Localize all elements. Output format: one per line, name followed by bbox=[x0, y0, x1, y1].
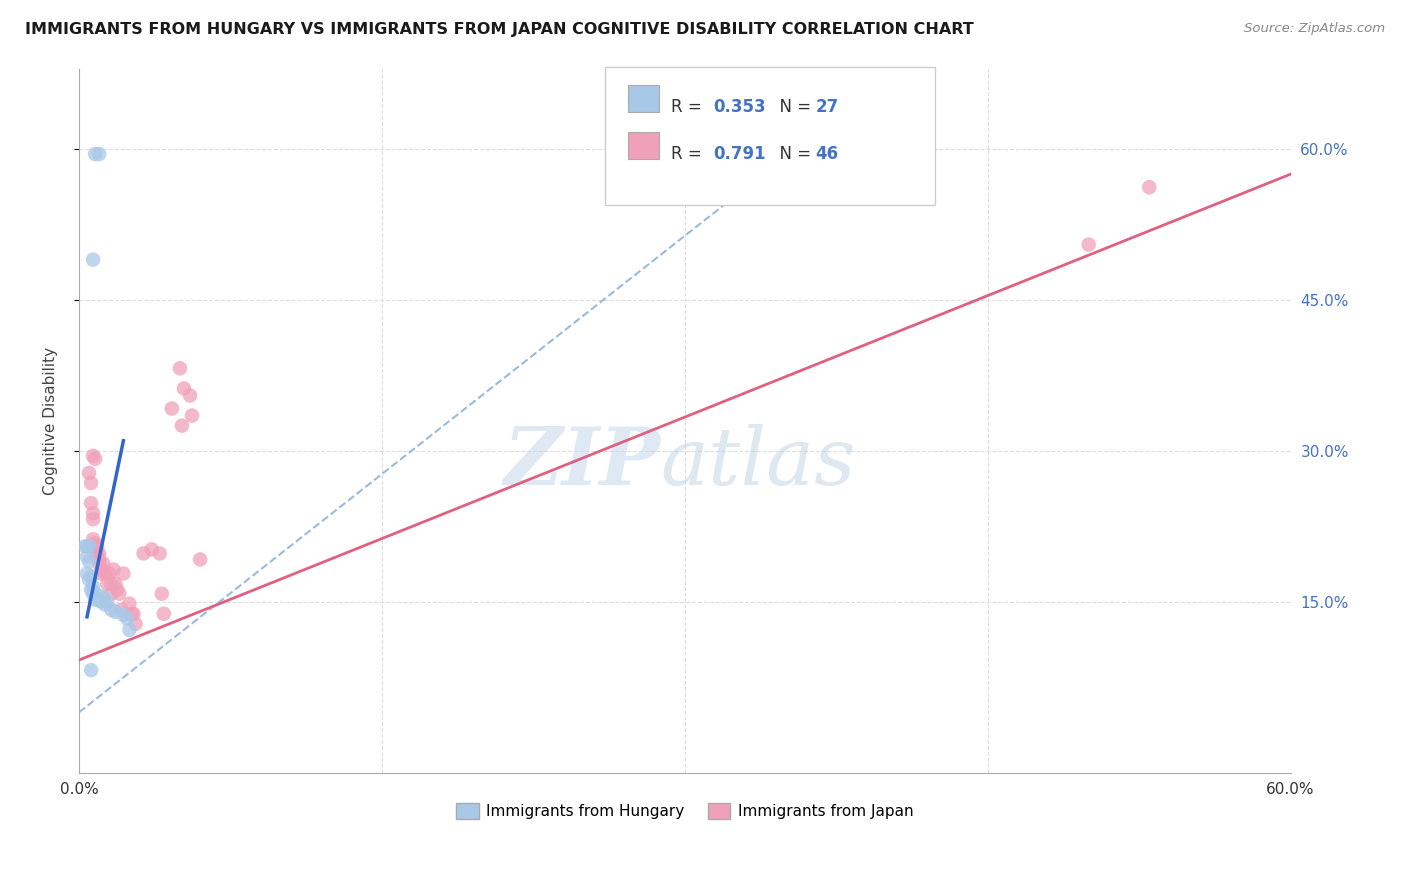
Point bbox=[82, 506, 104, 520]
Text: N =: N = bbox=[769, 145, 817, 163]
Point bbox=[86, 546, 108, 560]
Point bbox=[100, 576, 122, 591]
Text: atlas: atlas bbox=[661, 424, 856, 501]
Point bbox=[86, 588, 108, 602]
Point bbox=[82, 512, 104, 526]
Point bbox=[82, 533, 104, 547]
Point bbox=[84, 592, 107, 607]
Point bbox=[110, 603, 132, 617]
Point bbox=[100, 603, 122, 617]
Point bbox=[90, 562, 112, 576]
Point bbox=[120, 607, 142, 621]
Point bbox=[104, 605, 127, 619]
Point bbox=[80, 569, 103, 583]
Text: Source: ZipAtlas.com: Source: ZipAtlas.com bbox=[1244, 22, 1385, 36]
Point bbox=[91, 557, 114, 571]
Point bbox=[1137, 180, 1160, 194]
Text: 0.791: 0.791 bbox=[713, 145, 765, 163]
Point bbox=[132, 546, 155, 560]
Point bbox=[96, 576, 118, 591]
Point bbox=[179, 388, 201, 402]
Point bbox=[173, 381, 195, 395]
Point bbox=[86, 540, 108, 554]
Text: N =: N = bbox=[769, 98, 817, 116]
Point bbox=[73, 540, 96, 554]
Point bbox=[84, 536, 107, 550]
Point bbox=[82, 580, 104, 594]
Point bbox=[1077, 237, 1099, 252]
Point bbox=[77, 554, 100, 568]
Point bbox=[89, 592, 111, 607]
Point bbox=[94, 566, 117, 581]
Point bbox=[89, 557, 111, 571]
Point bbox=[122, 607, 145, 621]
Point bbox=[77, 540, 100, 554]
Point bbox=[76, 566, 98, 581]
Point bbox=[89, 546, 111, 560]
Point bbox=[84, 451, 107, 466]
Point bbox=[103, 562, 125, 576]
Point bbox=[108, 587, 131, 601]
Point bbox=[89, 552, 111, 566]
Point bbox=[82, 449, 104, 463]
Point bbox=[150, 587, 173, 601]
Point bbox=[100, 587, 122, 601]
Point bbox=[82, 587, 104, 601]
Point bbox=[77, 573, 100, 587]
Point bbox=[82, 252, 104, 267]
Point bbox=[118, 597, 141, 611]
Point bbox=[80, 496, 103, 510]
Text: 46: 46 bbox=[815, 145, 838, 163]
Point bbox=[94, 598, 117, 612]
Text: IMMIGRANTS FROM HUNGARY VS IMMIGRANTS FROM JAPAN COGNITIVE DISABILITY CORRELATIO: IMMIGRANTS FROM HUNGARY VS IMMIGRANTS FR… bbox=[25, 22, 974, 37]
Text: R =: R = bbox=[671, 145, 707, 163]
Text: R =: R = bbox=[671, 98, 707, 116]
Y-axis label: Cognitive Disability: Cognitive Disability bbox=[44, 347, 58, 495]
Point bbox=[160, 401, 183, 416]
Text: 0.353: 0.353 bbox=[713, 98, 765, 116]
Point bbox=[149, 546, 172, 560]
Point bbox=[169, 361, 191, 376]
Point bbox=[98, 566, 121, 581]
Point bbox=[141, 542, 163, 557]
Point bbox=[90, 595, 112, 609]
Point bbox=[76, 549, 98, 564]
Point bbox=[152, 607, 174, 621]
Point bbox=[112, 607, 135, 622]
Point bbox=[80, 475, 103, 490]
Point bbox=[90, 566, 112, 581]
Point bbox=[80, 582, 103, 597]
Point bbox=[112, 566, 135, 581]
Text: 27: 27 bbox=[815, 98, 839, 116]
Point bbox=[76, 540, 98, 554]
Point bbox=[104, 576, 127, 591]
Point bbox=[181, 409, 204, 423]
Point bbox=[84, 147, 107, 161]
Point bbox=[80, 663, 103, 677]
Point bbox=[96, 595, 118, 609]
Point bbox=[170, 418, 193, 433]
Point bbox=[188, 552, 211, 566]
Point bbox=[77, 466, 100, 480]
Point bbox=[89, 147, 111, 161]
Point bbox=[105, 582, 128, 597]
Point bbox=[91, 590, 114, 604]
Legend: Immigrants from Hungary, Immigrants from Japan: Immigrants from Hungary, Immigrants from… bbox=[450, 797, 920, 825]
Point bbox=[118, 623, 141, 637]
Point bbox=[117, 612, 139, 626]
Text: ZIP: ZIP bbox=[503, 424, 661, 501]
Point bbox=[124, 616, 146, 631]
